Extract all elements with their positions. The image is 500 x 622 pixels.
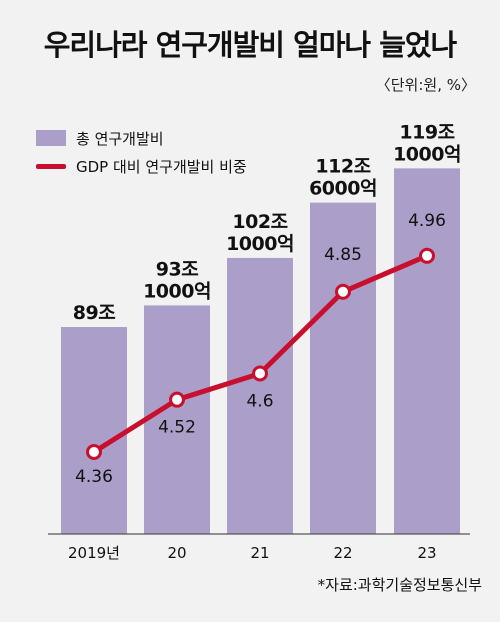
line-point-0 — [86, 444, 102, 460]
x-tick-2: 21 — [250, 544, 269, 562]
x-tick-3: 22 — [333, 544, 352, 562]
bar-label-3-1: 6000억 — [309, 178, 377, 200]
legend-bar-swatch — [36, 130, 66, 146]
bar-label-3-0: 112조 — [315, 156, 370, 178]
bar-label-4-0: 119조 — [399, 121, 454, 143]
line-point-1 — [169, 391, 185, 408]
line-label-1: 4.52 — [158, 418, 196, 438]
bar-1 — [144, 305, 210, 534]
bar-4 — [394, 168, 460, 535]
legend-item-line: GDP 대비 연구개발비 비중 — [36, 152, 247, 180]
legend-bars-label: 총 연구개발비 — [76, 129, 164, 148]
legend-line-label: GDP 대비 연구개발비 비중 — [76, 157, 247, 176]
line-point-2 — [252, 365, 268, 382]
legend-item-bars: 총 연구개발비 — [36, 124, 247, 152]
legend: 총 연구개발비 GDP 대비 연구개발비 비중 — [36, 124, 247, 180]
bar-2 — [227, 257, 293, 534]
bar-label-2-1: 1000억 — [226, 233, 294, 255]
source-note: *자료:과학기술정보통신부 — [317, 576, 482, 594]
bar-label-1-1: 1000억 — [143, 280, 211, 302]
line-point-4 — [419, 247, 435, 264]
bar-label-1-0: 93조 — [156, 258, 198, 280]
line-label-4: 4.96 — [408, 211, 446, 231]
bar-0 — [61, 327, 127, 534]
bar-label-0-0: 89조 — [73, 302, 115, 324]
x-tick-4: 23 — [417, 544, 436, 562]
legend-line-swatch — [36, 163, 66, 169]
line-label-3: 4.85 — [324, 245, 362, 265]
unit-note: 〈단위:원, %〉 — [375, 76, 476, 94]
line-point-3 — [335, 283, 351, 300]
bar-3 — [310, 202, 376, 535]
line-label-2: 4.6 — [246, 392, 273, 412]
x-tick-0: 2019년 — [68, 544, 120, 562]
x-tick-1: 20 — [167, 544, 186, 562]
bar-label-4-1: 1000억 — [393, 143, 461, 165]
bar-label-2-0: 102조 — [232, 211, 287, 233]
line-label-0: 4.36 — [75, 467, 113, 487]
chart-title: 우리나라 연구개발비 얼마나 늘었나 — [43, 28, 458, 62]
